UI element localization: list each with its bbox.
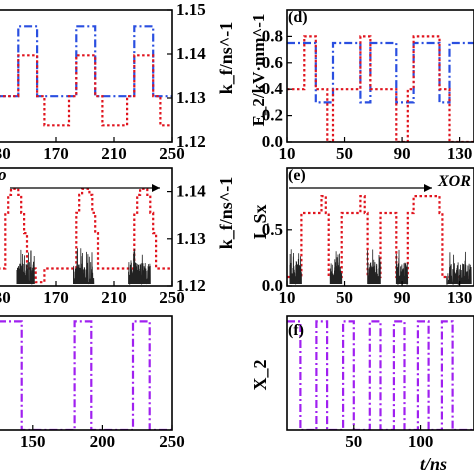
x-tick-label: 200 [90,432,116,451]
series-line-blue [0,25,172,98]
axes-frame [286,9,474,143]
series-noise-trace [16,248,151,285]
x-tick-label: 50 [336,144,353,163]
x-tick-label: 170 [43,144,69,163]
plot-area [0,25,172,127]
x-tick-label: 210 [101,288,127,307]
ylabel-kf-top: k_f/ns^-1 [216,22,236,94]
y-tick-label: 0.6 [262,53,283,72]
axes-frame [0,167,173,287]
x-tick-label: 50 [345,432,362,451]
y-tick-label: 0.5 [262,220,283,239]
panel-label-f: (f) [288,322,304,339]
y-tick-label: 0.4 [262,79,284,98]
y-tick-label-right: 1.13 [176,229,206,248]
x-tick-label: 130 [0,144,11,163]
series-line-blue [287,41,474,104]
series-noise-trace [289,249,472,286]
y-tick-label-right: 1.14 [176,44,206,63]
x-tick-label: 90 [394,144,411,163]
series-line-purple [0,320,172,430]
y-tick-label: 0.0 [262,276,283,295]
plot-area [0,187,172,285]
x-tick-label: 10 [279,144,296,163]
y-tick-label: 0.8 [262,26,283,45]
panel-label-e: (e) [288,167,306,184]
xlabel-t-ns: t/ns [420,454,447,474]
x-tick-label: 250 [159,144,185,163]
plot-area [287,35,474,142]
x-tick-label: 130 [447,144,473,163]
panel-d-e2: 10 50 90 130 0.0 0.2 0.4 0.6 0.8 [262,9,474,163]
annotation-xor: XOR [437,173,471,190]
series-line-red [0,187,172,284]
x-tick-label: 100 [408,432,434,451]
series-line-red [287,195,474,279]
panel-label-d: (d) [288,9,308,26]
y-tick-label-right: 1.13 [176,88,206,107]
axes-frame [0,315,173,431]
x-tick-label: 250 [159,432,185,451]
x-tick-label: 170 [43,288,69,307]
annotation-o: o [0,165,7,184]
y-tick-label-right: 1.15 [176,0,206,19]
panel-f-x2: 50 100 [286,315,474,451]
y-tick-label-right: 1.12 [176,276,206,295]
x-tick-label: 250 [159,288,185,307]
arrow-head-icon [424,184,432,192]
ylabel-x2: X_2 [250,360,270,391]
y-tick-label: 0.2 [262,106,283,125]
arrow-head-icon [152,184,160,192]
series-line-red [0,54,172,127]
plot-area [0,320,172,430]
axes-frame [0,9,173,143]
panel-bottom-left: 150 200 250 [0,315,185,451]
x-tick-label: 130 [447,288,473,307]
plot-area [287,320,474,430]
series-line-purple [287,320,474,430]
x-tick-label: 50 [336,288,353,307]
x-tick-label: 10 [279,288,296,307]
plot-area [287,195,474,286]
axes-frame [286,315,474,431]
x-tick-label: 130 [0,288,11,307]
x-tick-label: 210 [101,144,127,163]
x-tick-label: 90 [394,288,411,307]
panel-e-isx: 10 50 90 130 0.0 0.5 [262,167,474,307]
y-tick-label-right: 1.12 [176,132,206,151]
ylabel-isx: I_Sx [250,204,270,239]
series-line-red [287,35,474,142]
ylabel-e2: E_2/kV·mm^-1 [249,14,268,127]
y-tick-label: 0.0 [262,132,283,151]
y-tick-label-right: 1.14 [176,182,206,201]
x-tick-label: 150 [20,432,46,451]
axes-frame [286,167,474,287]
ylabel-kf-middle: k_f/ns^-1 [216,177,236,249]
